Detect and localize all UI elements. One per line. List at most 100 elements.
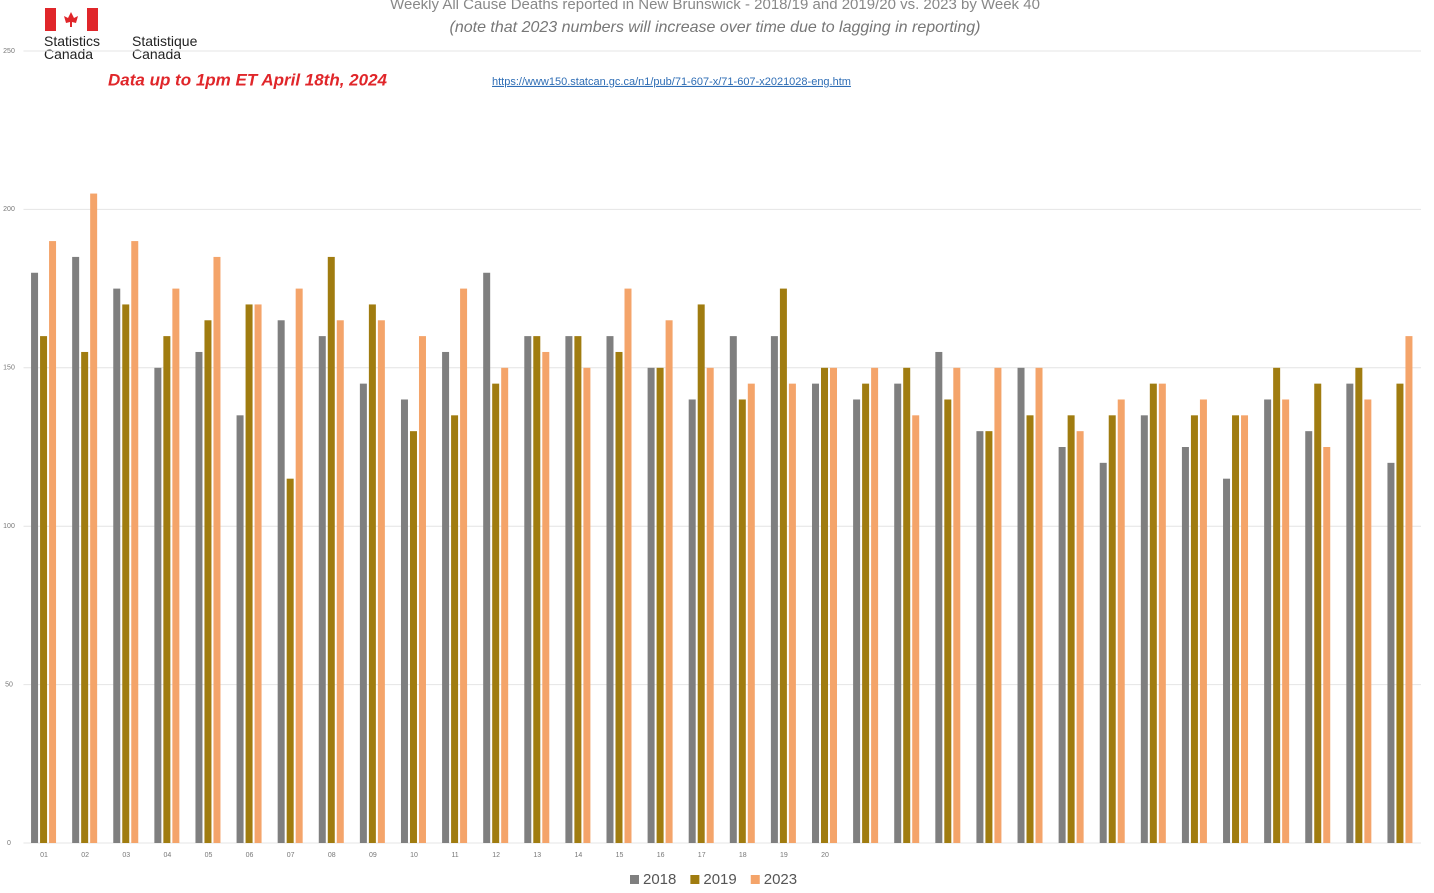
bar (542, 351, 550, 843)
bar (985, 431, 993, 843)
bar (894, 383, 902, 843)
bar (524, 336, 532, 843)
bar (903, 367, 911, 843)
x-tick-label: 11 (451, 852, 458, 859)
bar (1273, 367, 1281, 843)
bar (1117, 399, 1125, 843)
bar (1346, 383, 1354, 843)
bar (1140, 415, 1148, 843)
bar (1017, 367, 1025, 843)
bar (1241, 415, 1249, 843)
bar (254, 304, 262, 843)
bar (1067, 415, 1075, 843)
bar (994, 367, 1002, 843)
bar (418, 336, 426, 843)
x-tick-label: 08 (328, 852, 336, 859)
bar (163, 336, 171, 843)
x-tick-label: 07 (287, 852, 295, 859)
bar (1232, 415, 1240, 843)
bar (90, 193, 98, 843)
bar (483, 272, 491, 843)
bar (131, 241, 139, 843)
bar (327, 256, 335, 843)
legend-swatch (690, 875, 700, 884)
bar (1314, 383, 1322, 843)
bar (377, 320, 385, 843)
bar (606, 336, 614, 843)
bar (1223, 478, 1231, 843)
bar (460, 288, 468, 844)
bar (788, 383, 796, 843)
bar (236, 415, 244, 843)
bar (821, 367, 829, 843)
bar (245, 304, 253, 843)
legend-label: 2023 (764, 871, 797, 888)
bar (830, 367, 838, 843)
source-link[interactable]: https://www150.statcan.gc.ca/n1/pub/71-6… (492, 76, 851, 88)
legend-swatch (630, 875, 639, 884)
x-tick-label: 12 (492, 852, 500, 859)
chart-title: Weekly All Cause Deaths reported in New … (390, 0, 1040, 13)
bar (336, 320, 344, 843)
bar (172, 288, 180, 844)
bar (747, 383, 755, 843)
chart-subtitle: (note that 2023 numbers will increase ov… (450, 19, 981, 36)
x-tick-label: 16 (657, 852, 665, 859)
bar (738, 399, 746, 843)
bar (81, 351, 89, 843)
x-tick-label: 02 (81, 852, 89, 859)
bar (665, 320, 673, 843)
legend-swatch (750, 875, 760, 884)
y-tick-label: 200 (3, 206, 15, 213)
bar (1058, 447, 1066, 843)
bar (1158, 383, 1166, 843)
bar (1035, 367, 1043, 843)
bar (935, 351, 943, 843)
bar (40, 336, 48, 843)
bar (574, 336, 582, 843)
bar (871, 367, 879, 843)
x-tick-label: 18 (739, 852, 747, 859)
y-tick-label: 0 (7, 840, 11, 847)
bar (277, 320, 285, 843)
flag-bar (45, 8, 56, 31)
bar (583, 367, 591, 843)
x-tick-label: 04 (163, 852, 171, 859)
bar (647, 367, 655, 843)
bar (359, 383, 367, 843)
bar (1099, 462, 1107, 843)
bar (442, 351, 450, 843)
flag-leaf (64, 12, 78, 27)
bar (1108, 415, 1116, 843)
x-tick-label: 03 (122, 852, 130, 859)
x-tick-label: 15 (616, 852, 624, 859)
bar (72, 256, 80, 843)
bar (1405, 336, 1413, 843)
bar (1355, 367, 1363, 843)
x-tick-label: 09 (369, 852, 377, 859)
x-tick-label: 05 (205, 852, 213, 859)
bar (286, 478, 294, 843)
bar (862, 383, 870, 843)
bar (1076, 431, 1084, 843)
bar (213, 256, 221, 843)
x-tick-label: 06 (246, 852, 254, 859)
x-tick-label: 20 (821, 852, 829, 859)
bar (853, 399, 861, 843)
flag-bar (87, 8, 98, 31)
bar (1305, 431, 1313, 843)
bar (501, 367, 509, 843)
bar (953, 367, 961, 843)
bar (1264, 399, 1272, 843)
legend-label: 2019 (703, 871, 736, 888)
bar (49, 241, 57, 843)
bar (912, 415, 920, 843)
bar (1396, 383, 1404, 843)
bar (565, 336, 573, 843)
bar (318, 336, 326, 843)
bar (1190, 415, 1198, 843)
bar (122, 304, 130, 843)
bar (113, 288, 121, 844)
y-tick-label: 250 (3, 48, 15, 55)
